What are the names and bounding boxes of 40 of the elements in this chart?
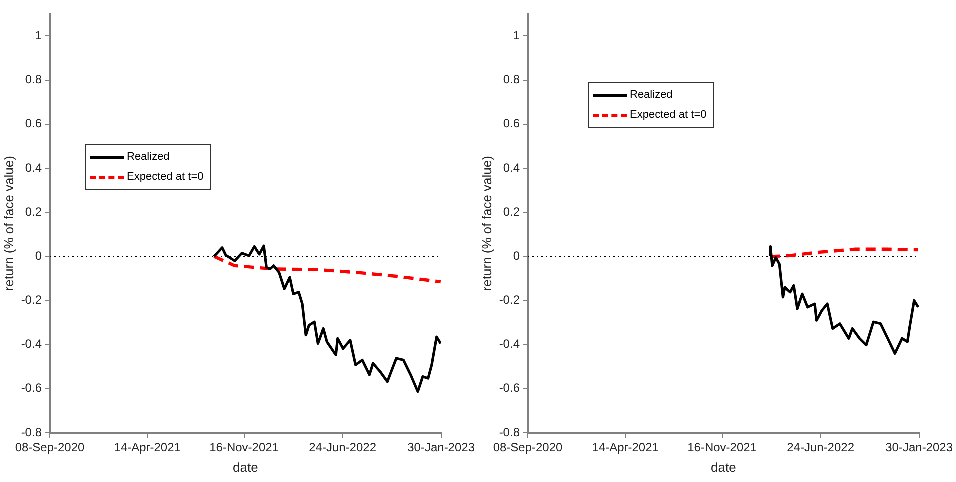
- x-tick-label: 30-Jan-2023: [408, 440, 476, 455]
- y-tick-label: -0.8: [21, 425, 42, 440]
- y-tick-label: 0.6: [503, 116, 520, 131]
- x-tick-label: 24-Jun-2022: [309, 440, 377, 455]
- x-tick-label: 14-Apr-2021: [592, 440, 660, 455]
- x-tick-label: 30-Jan-2023: [886, 440, 954, 455]
- y-tick-label: 0.8: [25, 72, 42, 87]
- x-tick-label: 24-Jun-2022: [787, 440, 855, 455]
- x-tick-label: 14-Apr-2021: [114, 440, 182, 455]
- y-tick-label: -0.6: [499, 381, 520, 396]
- x-axis-title: date: [233, 460, 258, 475]
- y-tick-label: -0.4: [499, 337, 520, 352]
- legend-label: Realized: [630, 89, 673, 101]
- legend-label: Expected at t=0: [127, 171, 204, 183]
- x-axis-title: date: [711, 460, 736, 475]
- y-tick-label: 0.4: [503, 160, 520, 175]
- y-tick-label: 0.6: [25, 116, 42, 131]
- y-tick-label: 0.4: [25, 160, 42, 175]
- x-tick-label: 16-Nov-2021: [210, 440, 280, 455]
- y-tick-label: -0.2: [21, 293, 42, 308]
- y-tick-label: 1: [35, 28, 42, 43]
- y-tick-label: 0.2: [503, 204, 520, 219]
- y-tick-label: 0.8: [503, 72, 520, 87]
- line-series: [768, 248, 920, 258]
- y-tick-label: 0: [35, 248, 42, 263]
- y-tick-label: 0.2: [25, 204, 42, 219]
- y-tick-label: -0.8: [499, 425, 520, 440]
- y-tick-label: -0.6: [21, 381, 42, 396]
- y-tick-label: -0.4: [21, 337, 42, 352]
- line-series: [212, 255, 442, 284]
- y-tick-label: 0: [513, 248, 520, 263]
- legend-label: Realized: [127, 151, 170, 163]
- x-tick-label: 08-Sep-2020: [493, 440, 564, 455]
- x-tick-label: 08-Sep-2020: [15, 440, 86, 455]
- y-axis-title: return (% of face value): [1, 156, 16, 292]
- y-tick-label: 1: [513, 28, 520, 43]
- y-axis-title: return (% of face value): [479, 156, 494, 292]
- x-tick-label: 16-Nov-2021: [688, 440, 758, 455]
- legend-label: Expected at t=0: [630, 109, 707, 121]
- y-tick-label: -0.2: [499, 293, 520, 308]
